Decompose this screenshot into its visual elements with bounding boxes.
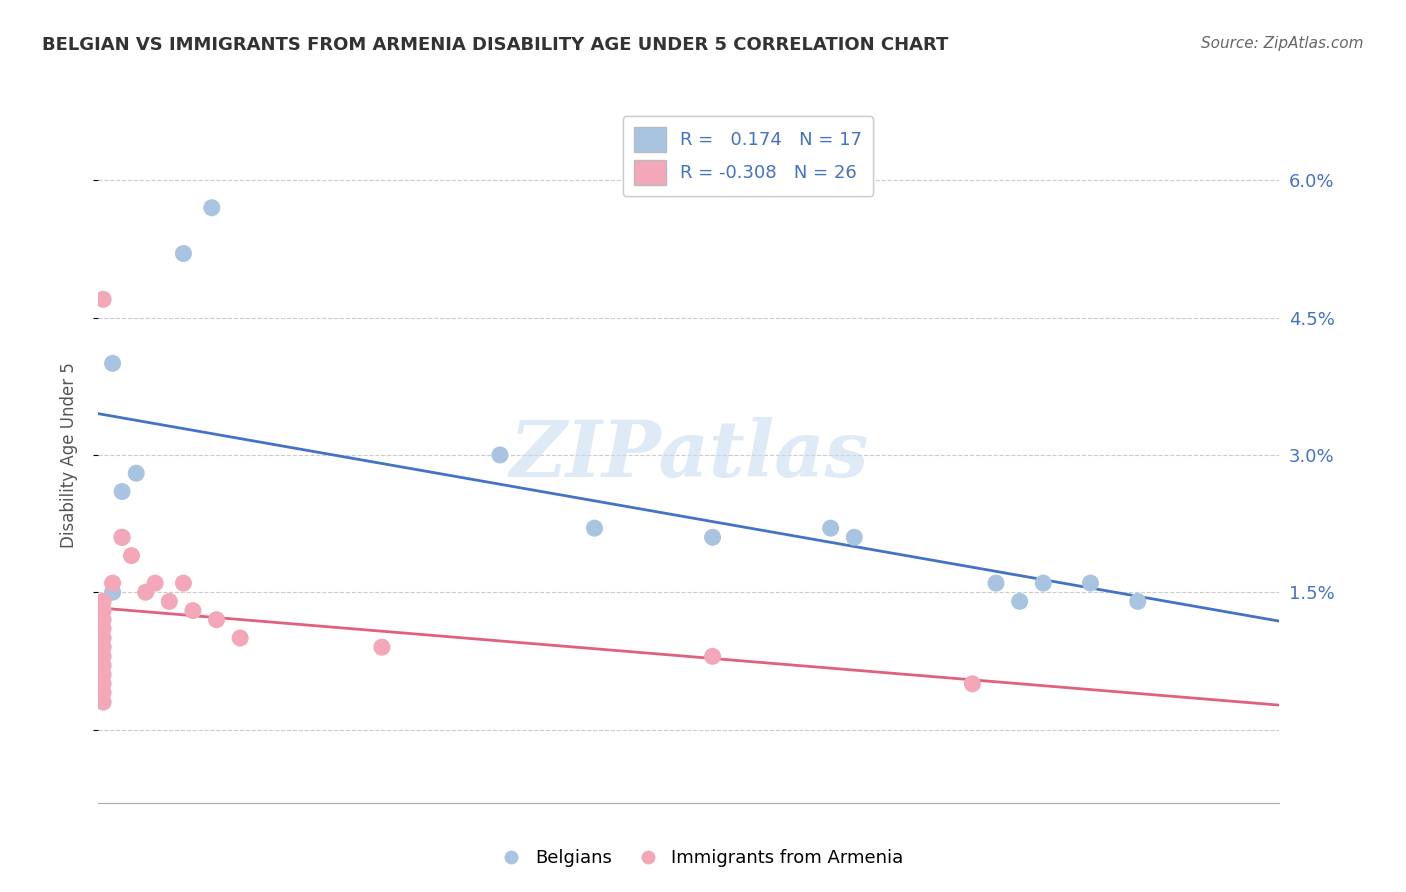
Point [1126, 594, 1149, 608]
Point [111, 530, 134, 544]
Point [91, 293, 114, 307]
Point [157, 594, 180, 608]
Point [91, 658, 114, 673]
Point [91, 594, 114, 608]
Point [583, 521, 606, 535]
Text: BELGIAN VS IMMIGRANTS FROM ARMENIA DISABILITY AGE UNDER 5 CORRELATION CHART: BELGIAN VS IMMIGRANTS FROM ARMENIA DISAB… [42, 36, 949, 54]
Point [205, 613, 228, 627]
Point [101, 585, 124, 599]
Text: ZIPatlas: ZIPatlas [509, 417, 869, 493]
Point [91, 640, 114, 655]
Point [91, 631, 114, 645]
Point [1080, 576, 1102, 591]
Point [91, 686, 114, 700]
Point [135, 585, 157, 599]
Text: Source: ZipAtlas.com: Source: ZipAtlas.com [1201, 36, 1364, 51]
Point [1008, 594, 1031, 608]
Point [702, 649, 724, 664]
Point [111, 530, 134, 544]
Point [181, 603, 204, 617]
Point [201, 201, 224, 215]
Legend: R =   0.174   N = 17, R = -0.308   N = 26: R = 0.174 N = 17, R = -0.308 N = 26 [623, 116, 873, 196]
Point [91, 603, 114, 617]
Point [91, 667, 114, 681]
Y-axis label: Disability Age Under 5: Disability Age Under 5 [59, 362, 77, 548]
Point [702, 530, 724, 544]
Point [111, 484, 134, 499]
Point [101, 356, 124, 370]
Point [984, 576, 1007, 591]
Point [125, 467, 148, 481]
Point [962, 677, 984, 691]
Point [91, 613, 114, 627]
Point [229, 631, 252, 645]
Point [91, 649, 114, 664]
Point [489, 448, 512, 462]
Point [371, 640, 394, 655]
Point [820, 521, 842, 535]
Point [91, 677, 114, 691]
Point [1032, 576, 1054, 591]
Point [91, 622, 114, 636]
Point [844, 530, 866, 544]
Legend: Belgians, Immigrants from Armenia: Belgians, Immigrants from Armenia [495, 842, 911, 874]
Point [172, 576, 194, 591]
Point [121, 549, 143, 563]
Point [172, 246, 194, 260]
Point [101, 576, 124, 591]
Point [143, 576, 166, 591]
Point [91, 695, 114, 709]
